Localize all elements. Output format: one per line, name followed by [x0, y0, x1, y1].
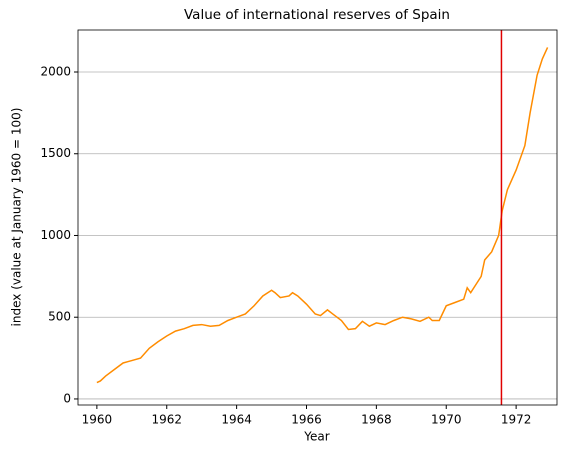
x-tick-label: 1966: [291, 413, 322, 427]
y-tick-label: 1000: [40, 228, 71, 242]
x-tick-label: 1964: [221, 413, 252, 427]
x-tick-label: 1960: [82, 413, 113, 427]
y-tick-label: 0: [63, 391, 71, 405]
plot-frame: [77, 29, 558, 406]
y-tick-label: 2000: [40, 65, 71, 79]
x-tick-label: 1968: [361, 413, 392, 427]
x-tick-label: 1962: [151, 413, 182, 427]
x-axis-label: Year: [303, 430, 329, 444]
chart-title: Value of international reserves of Spain: [184, 7, 450, 23]
line: [96, 47, 549, 384]
y-tick-label: 500: [48, 310, 71, 324]
x-tick-label: 1972: [501, 413, 532, 427]
y-tick-label: 1500: [40, 146, 71, 160]
x-tick-label: 1970: [431, 413, 462, 427]
y-axis-label: index (value at January 1960 = 100): [10, 108, 24, 327]
